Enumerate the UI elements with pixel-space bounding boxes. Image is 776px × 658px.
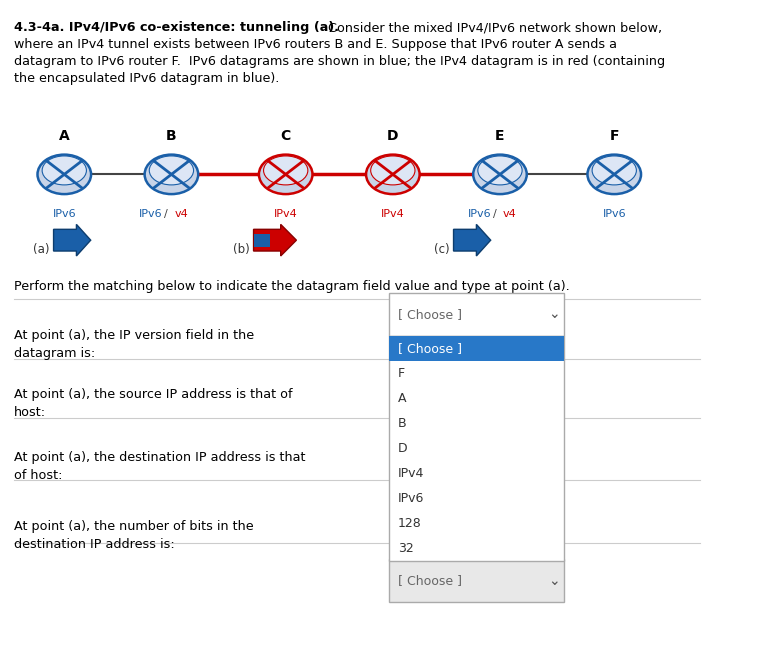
Text: At point (a), the IP version field in the
datagram is:: At point (a), the IP version field in th… bbox=[14, 329, 255, 360]
Ellipse shape bbox=[144, 155, 198, 194]
Ellipse shape bbox=[473, 155, 527, 194]
Ellipse shape bbox=[366, 155, 420, 194]
Text: C: C bbox=[281, 129, 291, 143]
Text: IPv4: IPv4 bbox=[381, 209, 405, 219]
Ellipse shape bbox=[42, 156, 86, 185]
Text: B: B bbox=[398, 417, 407, 430]
Text: D: D bbox=[398, 442, 407, 455]
Text: At point (a), the number of bits in the
destination IP address is:: At point (a), the number of bits in the … bbox=[14, 520, 254, 551]
FancyArrow shape bbox=[254, 224, 296, 256]
Text: (c): (c) bbox=[435, 243, 450, 256]
Text: v4: v4 bbox=[175, 209, 188, 219]
FancyArrow shape bbox=[54, 224, 91, 256]
FancyBboxPatch shape bbox=[390, 336, 564, 561]
Ellipse shape bbox=[37, 155, 91, 194]
Text: 128: 128 bbox=[398, 517, 421, 530]
Text: v4: v4 bbox=[503, 209, 517, 219]
Text: [ Choose ]: [ Choose ] bbox=[398, 342, 462, 355]
Text: IPv4: IPv4 bbox=[274, 209, 297, 219]
Bar bbox=[390, 336, 564, 361]
Text: where an IPv4 tunnel exists between IPv6 routers B and E. Suppose that IPv6 rout: where an IPv4 tunnel exists between IPv6… bbox=[14, 38, 617, 51]
Text: IPv6: IPv6 bbox=[602, 209, 626, 219]
Text: [ Choose ]: [ Choose ] bbox=[398, 574, 462, 587]
Text: 32: 32 bbox=[398, 542, 414, 555]
Ellipse shape bbox=[592, 156, 636, 185]
Text: IPv6: IPv6 bbox=[139, 209, 163, 219]
Text: ⌄: ⌄ bbox=[548, 574, 559, 588]
Ellipse shape bbox=[371, 156, 415, 185]
Text: 4.3-4a. IPv4/IPv6 co-existence: tunneling (a).: 4.3-4a. IPv4/IPv6 co-existence: tunnelin… bbox=[14, 21, 339, 34]
Text: ⌄: ⌄ bbox=[548, 307, 559, 321]
Text: IPv4: IPv4 bbox=[398, 467, 424, 480]
Text: /: / bbox=[165, 209, 168, 219]
Text: F: F bbox=[398, 367, 405, 380]
Text: At point (a), the source IP address is that of
host:: At point (a), the source IP address is t… bbox=[14, 388, 293, 419]
Text: /: / bbox=[493, 209, 497, 219]
Text: the encapsulated IPv6 datagram in blue).: the encapsulated IPv6 datagram in blue). bbox=[14, 72, 279, 86]
FancyBboxPatch shape bbox=[390, 559, 564, 602]
Text: IPv6: IPv6 bbox=[398, 492, 424, 505]
Text: (b): (b) bbox=[234, 243, 250, 256]
Text: [ Choose ]: [ Choose ] bbox=[398, 308, 462, 320]
Text: Consider the mixed IPv4/IPv6 network shown below,: Consider the mixed IPv4/IPv6 network sho… bbox=[320, 21, 662, 34]
Ellipse shape bbox=[259, 155, 313, 194]
FancyArrow shape bbox=[453, 224, 490, 256]
Text: B: B bbox=[166, 129, 177, 143]
Text: D: D bbox=[387, 129, 399, 143]
Text: A: A bbox=[59, 129, 70, 143]
Bar bbox=[255, 234, 270, 247]
Text: A: A bbox=[398, 392, 407, 405]
Text: F: F bbox=[609, 129, 619, 143]
Text: At point (a), the destination IP address is that
of host:: At point (a), the destination IP address… bbox=[14, 451, 306, 482]
FancyBboxPatch shape bbox=[390, 293, 564, 336]
Ellipse shape bbox=[587, 155, 641, 194]
Text: IPv6: IPv6 bbox=[53, 209, 76, 219]
Text: Perform the matching below to indicate the datagram field value and type at poin: Perform the matching below to indicate t… bbox=[14, 280, 570, 293]
Ellipse shape bbox=[264, 156, 308, 185]
Text: (a): (a) bbox=[33, 243, 50, 256]
Text: E: E bbox=[495, 129, 504, 143]
Ellipse shape bbox=[478, 156, 522, 185]
Ellipse shape bbox=[149, 156, 193, 185]
Text: IPv6: IPv6 bbox=[468, 209, 491, 219]
Text: datagram to IPv6 router F.  IPv6 datagrams are shown in blue; the IPv4 datagram : datagram to IPv6 router F. IPv6 datagram… bbox=[14, 55, 665, 68]
